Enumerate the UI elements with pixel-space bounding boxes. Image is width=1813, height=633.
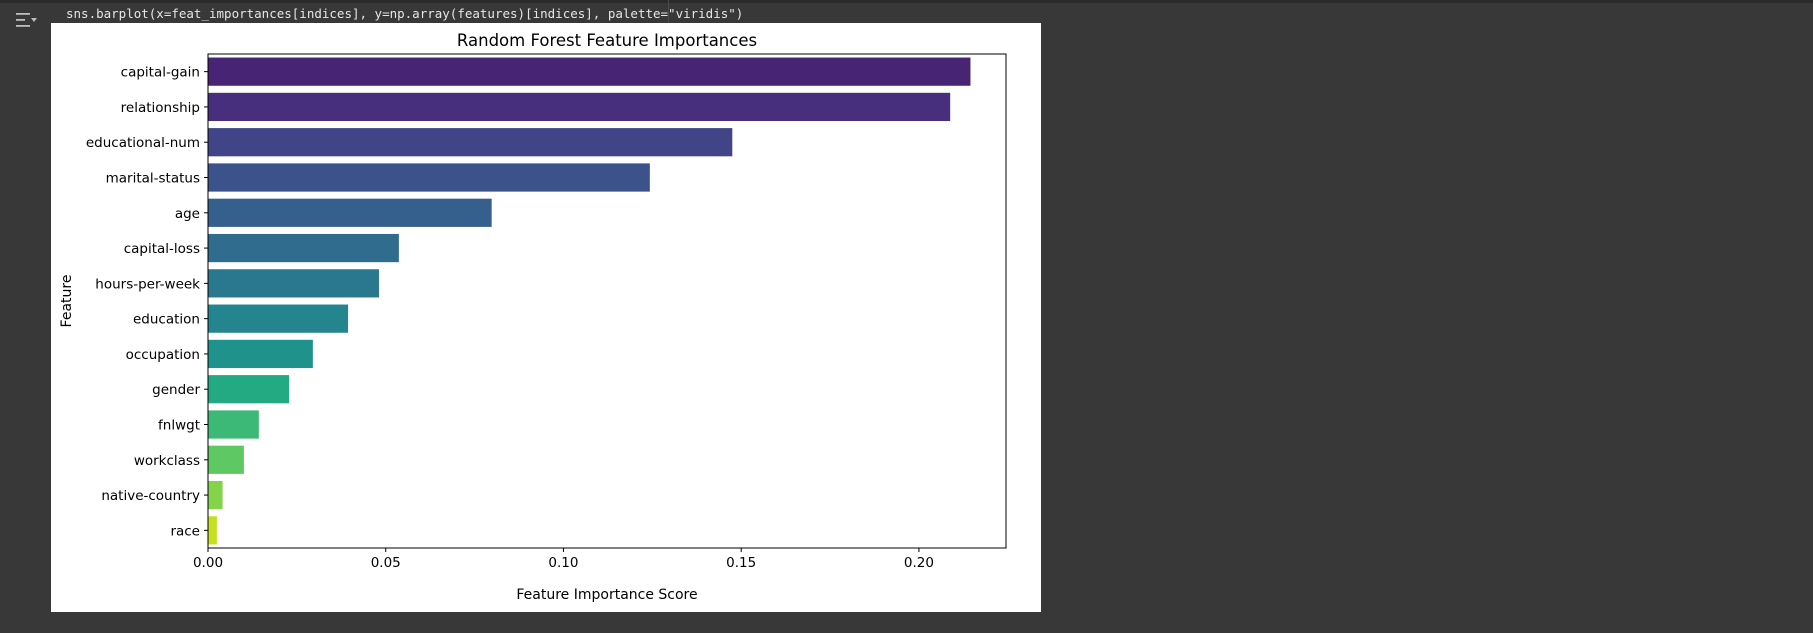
bar-gender bbox=[208, 375, 290, 404]
bar-hours-per-week bbox=[208, 269, 379, 298]
x-ticks-group: 0.00 0.05 0.10 0.15 0.20 bbox=[193, 548, 934, 571]
bar-fnlwgt bbox=[208, 410, 259, 439]
bar-chart: Random Forest Feature Importances capita… bbox=[59, 31, 1007, 603]
y-tick-label: hours-per-week bbox=[95, 276, 200, 292]
y-tick-label: relationship bbox=[121, 100, 200, 116]
y-tick-label: workclass bbox=[134, 453, 200, 469]
y-tick-label: capital-gain bbox=[121, 65, 200, 81]
y-tick-label: fnlwgt bbox=[158, 418, 200, 434]
y-tick-label: educational-num bbox=[86, 135, 200, 151]
y-tick-label: education bbox=[133, 312, 200, 328]
bar-race bbox=[208, 516, 217, 545]
output-collapse-icon[interactable] bbox=[14, 11, 38, 31]
toolbar-separator bbox=[668, 0, 669, 24]
y-tick-label: race bbox=[170, 523, 200, 539]
x-tick-label: 0.10 bbox=[548, 555, 578, 571]
bars-group bbox=[208, 57, 971, 545]
y-tick-label: occupation bbox=[126, 347, 200, 363]
y-axis-label: Feature bbox=[59, 275, 75, 328]
bar-occupation bbox=[208, 339, 313, 369]
x-axis-label: Feature Importance Score bbox=[516, 587, 697, 603]
y-tick-label: age bbox=[175, 206, 200, 222]
y-tick-label: capital-loss bbox=[124, 241, 200, 257]
bar-capital-gain bbox=[208, 57, 971, 86]
bar-workclass bbox=[208, 445, 244, 474]
bar-educational-num bbox=[208, 128, 733, 157]
bar-capital-loss bbox=[208, 233, 399, 263]
y-tick-label: gender bbox=[152, 382, 200, 398]
y-tick-label: marital-status bbox=[106, 171, 200, 187]
x-tick-label: 0.00 bbox=[193, 555, 223, 571]
plot-frame bbox=[207, 53, 1007, 549]
code-cell-line[interactable]: sns.barplot(x=feat_importances[indices],… bbox=[66, 6, 744, 21]
bar-marital-status bbox=[208, 163, 650, 192]
bar-age bbox=[208, 198, 492, 227]
top-bar bbox=[0, 0, 1813, 24]
bar-native-country bbox=[208, 480, 223, 510]
x-tick-label: 0.15 bbox=[726, 555, 756, 571]
x-tick-label: 0.20 bbox=[904, 555, 934, 571]
y-ticks-group: capital-gain relationship educational-num m… bbox=[86, 65, 208, 539]
bar-relationship bbox=[208, 92, 951, 122]
x-tick-label: 0.05 bbox=[371, 555, 401, 571]
bar-education bbox=[208, 304, 349, 333]
chart-figure: Random Forest Feature Importances capita… bbox=[51, 23, 1041, 612]
y-tick-label: native-country bbox=[101, 488, 200, 504]
chart-title: Random Forest Feature Importances bbox=[457, 31, 757, 50]
